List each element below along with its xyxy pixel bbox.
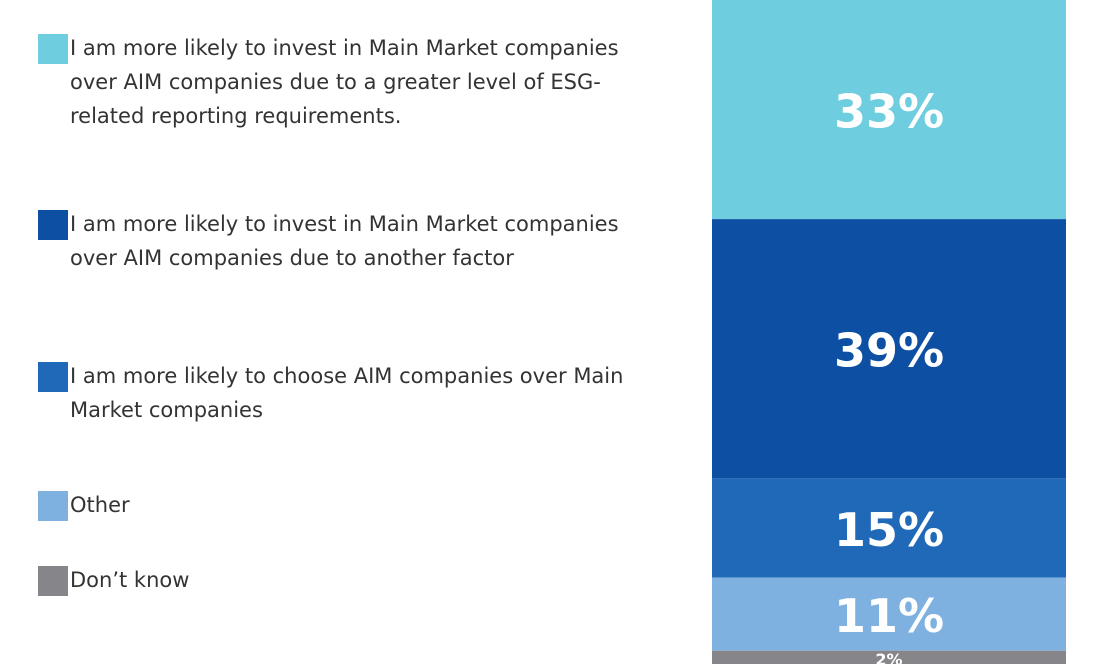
legend-swatch bbox=[38, 210, 68, 240]
bar-segment bbox=[712, 0, 1066, 220]
bar-segment bbox=[712, 577, 1066, 651]
legend-swatch bbox=[38, 34, 68, 64]
value-label: 15% bbox=[834, 503, 944, 557]
value-label: 11% bbox=[834, 589, 944, 643]
bar-segment bbox=[712, 650, 1066, 664]
bar-segment bbox=[712, 219, 1066, 479]
legend-swatch bbox=[38, 491, 68, 521]
legend-label: I am more likely to invest in Main Marke… bbox=[70, 36, 619, 128]
legend-swatch bbox=[38, 566, 68, 596]
bar-segment bbox=[712, 478, 1066, 578]
legend-label: I am more likely to invest in Main Marke… bbox=[70, 212, 619, 270]
value-label: 39% bbox=[834, 324, 944, 378]
legend-swatch bbox=[38, 362, 68, 392]
value-label: 2% bbox=[875, 650, 902, 664]
legend-label: I am more likely to choose AIM companies… bbox=[70, 364, 624, 422]
legend-label: Don’t know bbox=[70, 568, 190, 592]
legend-label: Other bbox=[70, 493, 130, 517]
value-label: 33% bbox=[834, 85, 944, 139]
